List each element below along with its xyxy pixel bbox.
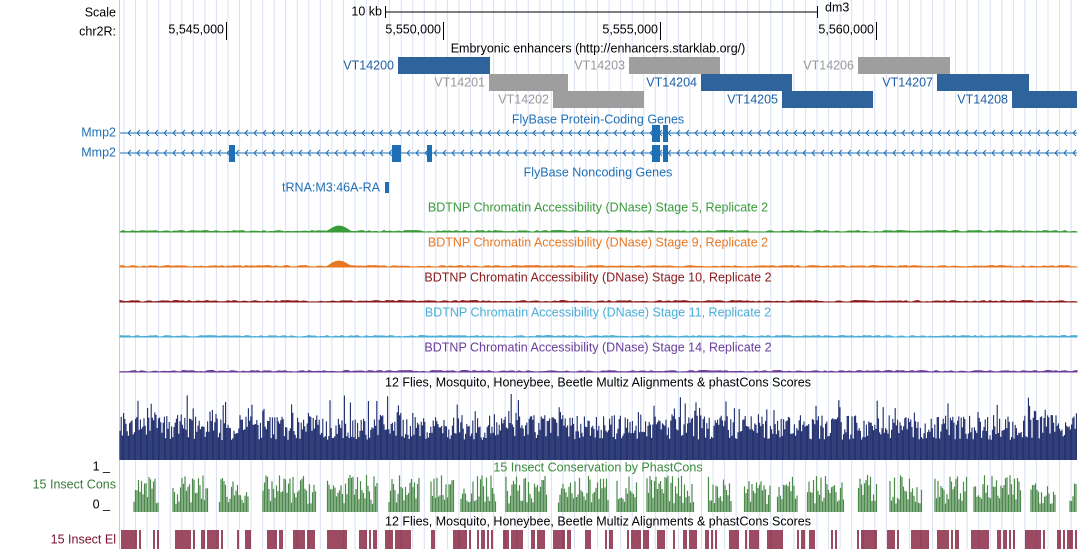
- track-title: FlyBase Protein-Coding Genes: [512, 112, 684, 126]
- chrom-label: chr2R:: [79, 24, 116, 38]
- enhancer-label: VT14200: [343, 58, 394, 72]
- track-title: BDTNP Chromatin Accessibility (DNase) St…: [424, 340, 771, 354]
- enhancer-block[interactable]: [1012, 91, 1077, 108]
- enhancer-block[interactable]: [398, 57, 490, 74]
- scale-bar: [385, 6, 818, 18]
- track-title: BDTNP Chromatin Accessibility (DNase) St…: [425, 305, 771, 319]
- track-title: 15 Insect Conservation by PhastCons: [493, 460, 702, 474]
- track-title: BDTNP Chromatin Accessibility (DNase) St…: [424, 270, 771, 284]
- trna-block: [385, 182, 389, 193]
- exon: [427, 145, 432, 162]
- enhancer-label: VT14202: [498, 92, 549, 106]
- exon: [652, 145, 660, 162]
- enhancer-label: VT14203: [574, 58, 625, 72]
- gene-label[interactable]: tRNA:M3:46A-RA: [282, 180, 381, 194]
- track-label: 15 Insect Cons: [33, 477, 116, 491]
- enhancer-label: VT14208: [957, 92, 1008, 106]
- conservation-bars: [119, 394, 1077, 460]
- enhancer-label: VT14207: [882, 75, 933, 89]
- track-title: 12 Flies, Mosquito, Honeybee, Beetle Mul…: [385, 375, 811, 389]
- position-label: 5,545,000: [168, 22, 224, 36]
- assembly-label: dm3: [825, 0, 849, 14]
- accessibility-signal: [119, 260, 1078, 268]
- accessibility-signal: [119, 334, 1078, 338]
- position-label: 5,560,000: [818, 22, 874, 36]
- track-title: Embryonic enhancers (http://enhancers.st…: [451, 41, 746, 55]
- track-label: 15 Insect El: [51, 532, 116, 546]
- gene-label[interactable]: Mmp2: [81, 125, 116, 139]
- strand-arrows: [127, 149, 1077, 157]
- element-blocks: [121, 530, 1077, 549]
- track-title: 12 Flies, Mosquito, Honeybee, Beetle Mul…: [385, 514, 811, 528]
- position-label: 5,550,000: [385, 22, 441, 36]
- accessibility-signal: [119, 299, 1078, 303]
- accessibility-signal: [119, 369, 1078, 373]
- enhancer-label: VT14201: [434, 75, 485, 89]
- scale-label: Scale: [85, 5, 116, 19]
- enhancer-block[interactable]: [489, 74, 568, 91]
- enhancer-block[interactable]: [629, 57, 720, 74]
- exon: [663, 125, 668, 142]
- enhancer-label: VT14206: [803, 58, 854, 72]
- exon: [229, 145, 235, 162]
- track-title: BDTNP Chromatin Accessibility (DNase) St…: [428, 235, 768, 249]
- enhancer-label: VT14205: [727, 92, 778, 106]
- enhancer-block[interactable]: [553, 91, 644, 108]
- enhancer-block[interactable]: [782, 91, 873, 108]
- enhancer-block[interactable]: [858, 57, 950, 74]
- strand-arrows: [127, 129, 1077, 137]
- phastcons-bars: [133, 475, 1077, 512]
- gene-label[interactable]: Mmp2: [81, 145, 116, 159]
- position-label: 5,555,000: [602, 22, 658, 36]
- axis-label: 0 _: [93, 497, 111, 511]
- track-title: BDTNP Chromatin Accessibility (DNase) St…: [428, 200, 768, 214]
- axis-label: 1 _: [93, 459, 111, 473]
- exon: [663, 145, 668, 162]
- enhancer-block[interactable]: [701, 74, 792, 91]
- track-title: FlyBase Noncoding Genes: [524, 165, 673, 179]
- accessibility-signal: [119, 225, 1078, 233]
- scale-bar-label: 10 kb: [351, 4, 382, 18]
- exon: [652, 125, 660, 142]
- enhancer-block[interactable]: [937, 74, 1029, 91]
- exon: [392, 145, 401, 162]
- enhancer-label: VT14204: [646, 75, 697, 89]
